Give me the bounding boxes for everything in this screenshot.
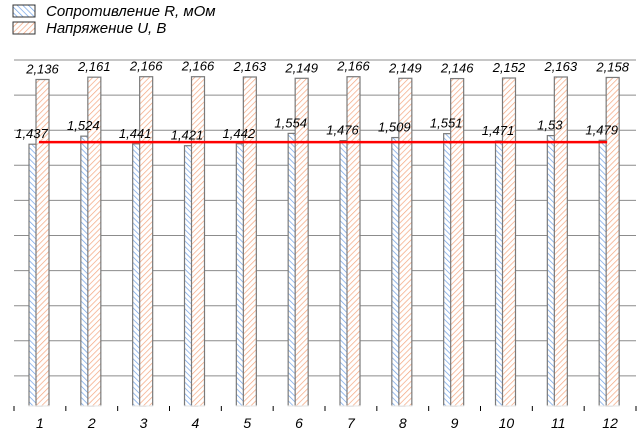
data-label-resistance: 1,554 [274, 115, 307, 130]
legend: Сопротивление R, мОм Напряжение U, В [12, 3, 216, 37]
data-label-resistance: 1,524 [67, 118, 100, 133]
x-tick-label: 5 [243, 415, 251, 431]
data-label-voltage: 2,149 [388, 60, 422, 75]
data-label-resistance: 1,509 [378, 120, 411, 135]
x-tick-label: 6 [295, 415, 303, 431]
data-label-voltage: 2,166 [129, 59, 163, 74]
legend-label-voltage: Напряжение U, В [46, 20, 166, 37]
data-label-resistance: 1,421 [171, 128, 204, 143]
x-tick-label: 4 [192, 415, 200, 431]
x-tick-label: 10 [499, 415, 515, 431]
data-label-voltage: 2,149 [284, 60, 318, 75]
data-label-voltage: 2,166 [336, 59, 370, 74]
data-label-resistance: 1,437 [15, 126, 48, 141]
data-label-resistance: 1,441 [119, 126, 152, 141]
data-label-voltage: 2,161 [77, 59, 111, 74]
data-label-voltage: 2,158 [595, 59, 629, 74]
data-label-resistance: 1,442 [223, 126, 256, 141]
data-label-voltage: 2,166 [181, 59, 215, 74]
data-label-resistance: 1,551 [430, 116, 463, 131]
x-tick-label: 7 [347, 415, 356, 431]
data-label-resistance: 1,476 [326, 123, 359, 138]
x-tick-label: 1 [36, 415, 44, 431]
legend-swatch-resistance [12, 4, 36, 18]
data-label-resistance: 1,471 [482, 123, 515, 138]
x-tick-label: 3 [140, 415, 148, 431]
data-label-resistance: 1,479 [585, 122, 618, 137]
x-tick-label: 9 [451, 415, 459, 431]
bar-voltage [190, 76, 206, 407]
data-label-voltage: 2,136 [25, 61, 59, 76]
data-label-resistance: 1,53 [537, 118, 563, 133]
data-label-voltage: 2,163 [233, 59, 267, 74]
legend-swatch-voltage [12, 21, 36, 35]
x-tick-label: 11 [551, 415, 566, 431]
data-label-voltage: 2,152 [492, 60, 526, 75]
legend-label-resistance: Сопротивление R, мОм [46, 3, 216, 20]
data-label-voltage: 2,163 [544, 59, 578, 74]
x-tick-label: 12 [602, 415, 618, 431]
x-tick-label: 2 [87, 415, 96, 431]
x-tick-label: 8 [399, 415, 407, 431]
data-label-voltage: 2,146 [440, 61, 474, 76]
